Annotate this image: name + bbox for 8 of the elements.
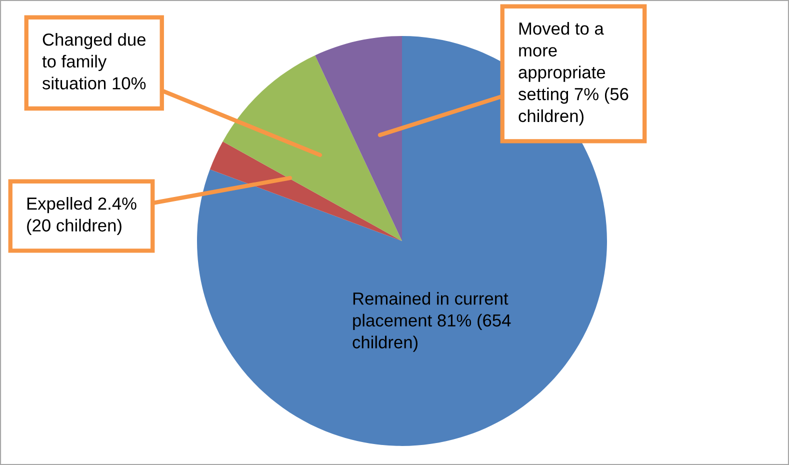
pie-slice: [315, 36, 402, 241]
slice-label: Remained in current placement 81% (654 children): [352, 292, 511, 352]
pie-slice: [222, 55, 402, 241]
pie-slice: [210, 141, 402, 241]
slice-label: Changed due to family situation 10%: [42, 33, 146, 90]
slice-label: Expelled 2.4% (20 children): [27, 197, 136, 236]
pie-slice: [197, 36, 607, 446]
slice-label: Moved to a more appropriate setting 7% (56 children): [518, 22, 628, 126]
